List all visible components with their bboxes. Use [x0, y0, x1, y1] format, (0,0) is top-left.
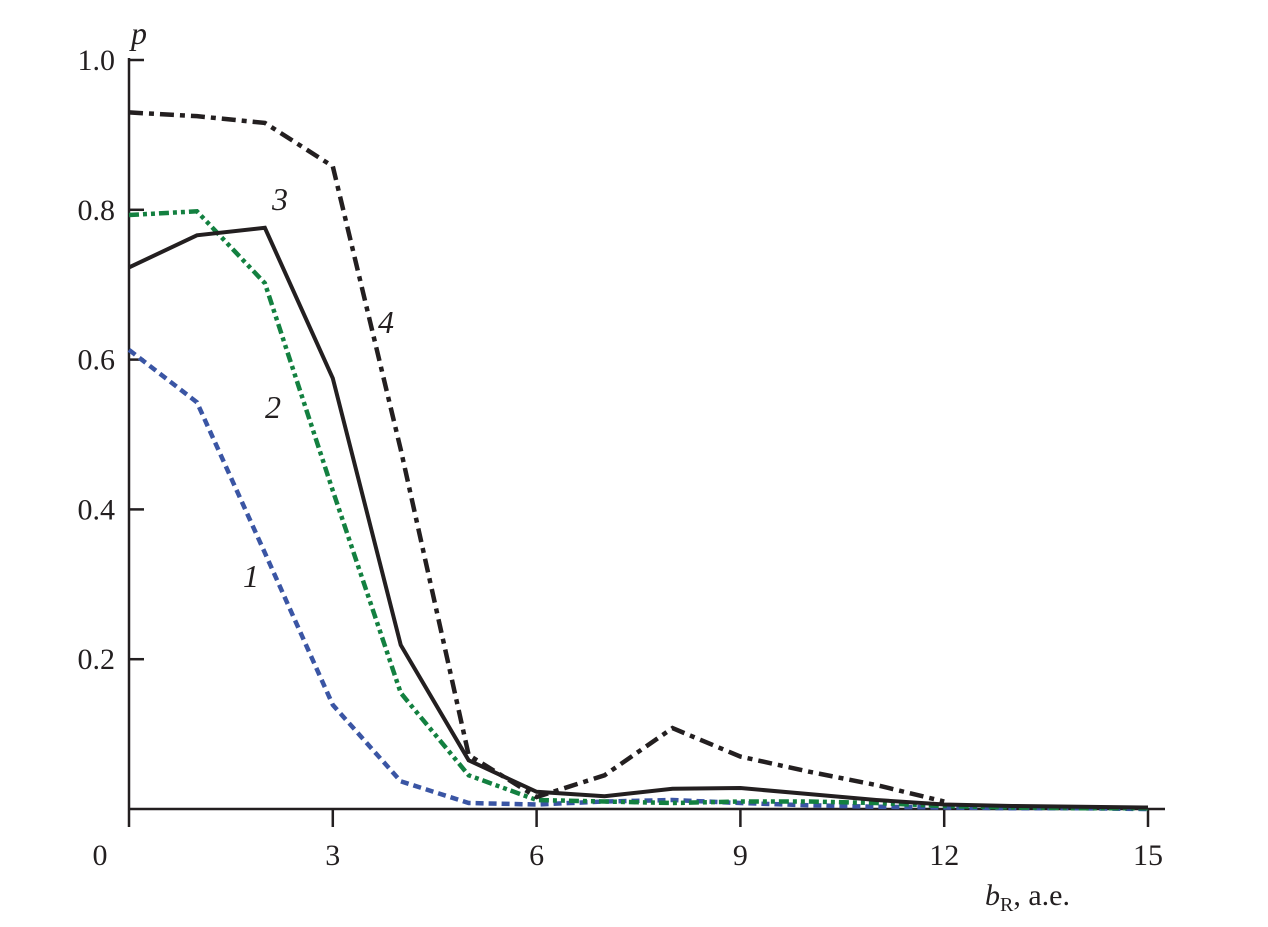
series-4-label: 4	[378, 304, 394, 340]
series-1-label: 1	[243, 558, 259, 594]
x-axis-label: bR, a.e.	[985, 879, 1070, 916]
x-axis-label-sub: R	[1000, 894, 1014, 916]
series-3-line	[128, 225, 1149, 810]
series-2-label: 2	[265, 389, 281, 425]
series-labels: 1 2 3 4	[243, 181, 394, 594]
series-3-label: 3	[271, 181, 288, 217]
x-tick-label: 15	[1133, 839, 1163, 872]
series-2-line	[128, 208, 1148, 811]
series-group	[127, 110, 1149, 812]
x-tick-label: 6	[529, 839, 544, 872]
x-tick-label: 3	[325, 839, 340, 872]
y-tick-label: 0.4	[78, 493, 116, 526]
x-axis-label-unit: , a.e.	[1013, 879, 1070, 912]
axes: 0 3 6 9 12 150.20.40.60.81.0	[78, 44, 1165, 872]
series-4-line	[128, 110, 945, 804]
y-tick-label: 0.8	[78, 194, 116, 227]
y-tick-label: 1.0	[78, 44, 116, 77]
x-tick-label: 12	[929, 839, 959, 872]
series-1-line	[127, 348, 1149, 812]
y-tick-label: 0.6	[78, 344, 116, 377]
y-axis-label: p	[129, 15, 147, 51]
x-tick-label: 9	[733, 839, 748, 872]
origin-tick-label: 0	[93, 839, 108, 872]
x-axis-label-var: b	[985, 879, 1000, 912]
y-tick-label: 0.2	[78, 643, 116, 676]
